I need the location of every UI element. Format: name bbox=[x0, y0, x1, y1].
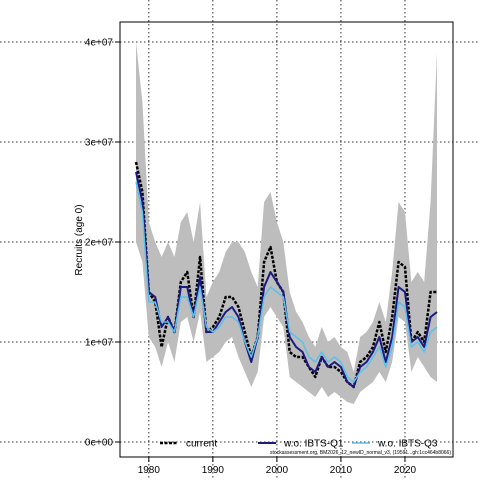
confidence-band-area bbox=[136, 42, 437, 404]
legend-label-w-o-ibts-q3: w.o. IBTS-Q3 bbox=[377, 439, 438, 450]
x-tick-label: 2000 bbox=[266, 465, 289, 476]
confidence-band bbox=[136, 42, 437, 404]
legend-label-current: current bbox=[186, 439, 217, 450]
series-line-w-o-ibts-q3 bbox=[135, 181, 438, 383]
y-tick-label: 1e+07 bbox=[85, 338, 114, 349]
series-line-current bbox=[134, 161, 437, 389]
x-tick-label: 1980 bbox=[138, 465, 161, 476]
y-axis-title: Recruits (age 0) bbox=[74, 204, 85, 275]
y-tick-label: 2e+07 bbox=[85, 238, 114, 249]
series-lines bbox=[134, 161, 438, 389]
legend-label-w-o-ibts-q1: w.o. IBTS-Q1 bbox=[283, 439, 344, 450]
y-tick-label: 0e+00 bbox=[85, 438, 114, 449]
footnote: stockassessment.org, BM2026_12_newID_nor… bbox=[270, 450, 451, 456]
plot-frame bbox=[119, 21, 454, 458]
y-axis: 0e+00 1e+07 2e+07 3e+07 4e+07 bbox=[85, 38, 120, 449]
legend: current w.o. IBTS-Q1 w.o. IBTS-Q3 bbox=[160, 439, 438, 450]
x-tick-label: 1990 bbox=[202, 465, 225, 476]
x-axis: 1980 1990 2000 2010 2020 bbox=[138, 457, 417, 476]
y-tick-label: 3e+07 bbox=[85, 138, 114, 149]
y-tick-label: 4e+07 bbox=[85, 38, 114, 49]
x-tick-label: 2020 bbox=[394, 465, 417, 476]
x-tick-label: 2010 bbox=[330, 465, 353, 476]
